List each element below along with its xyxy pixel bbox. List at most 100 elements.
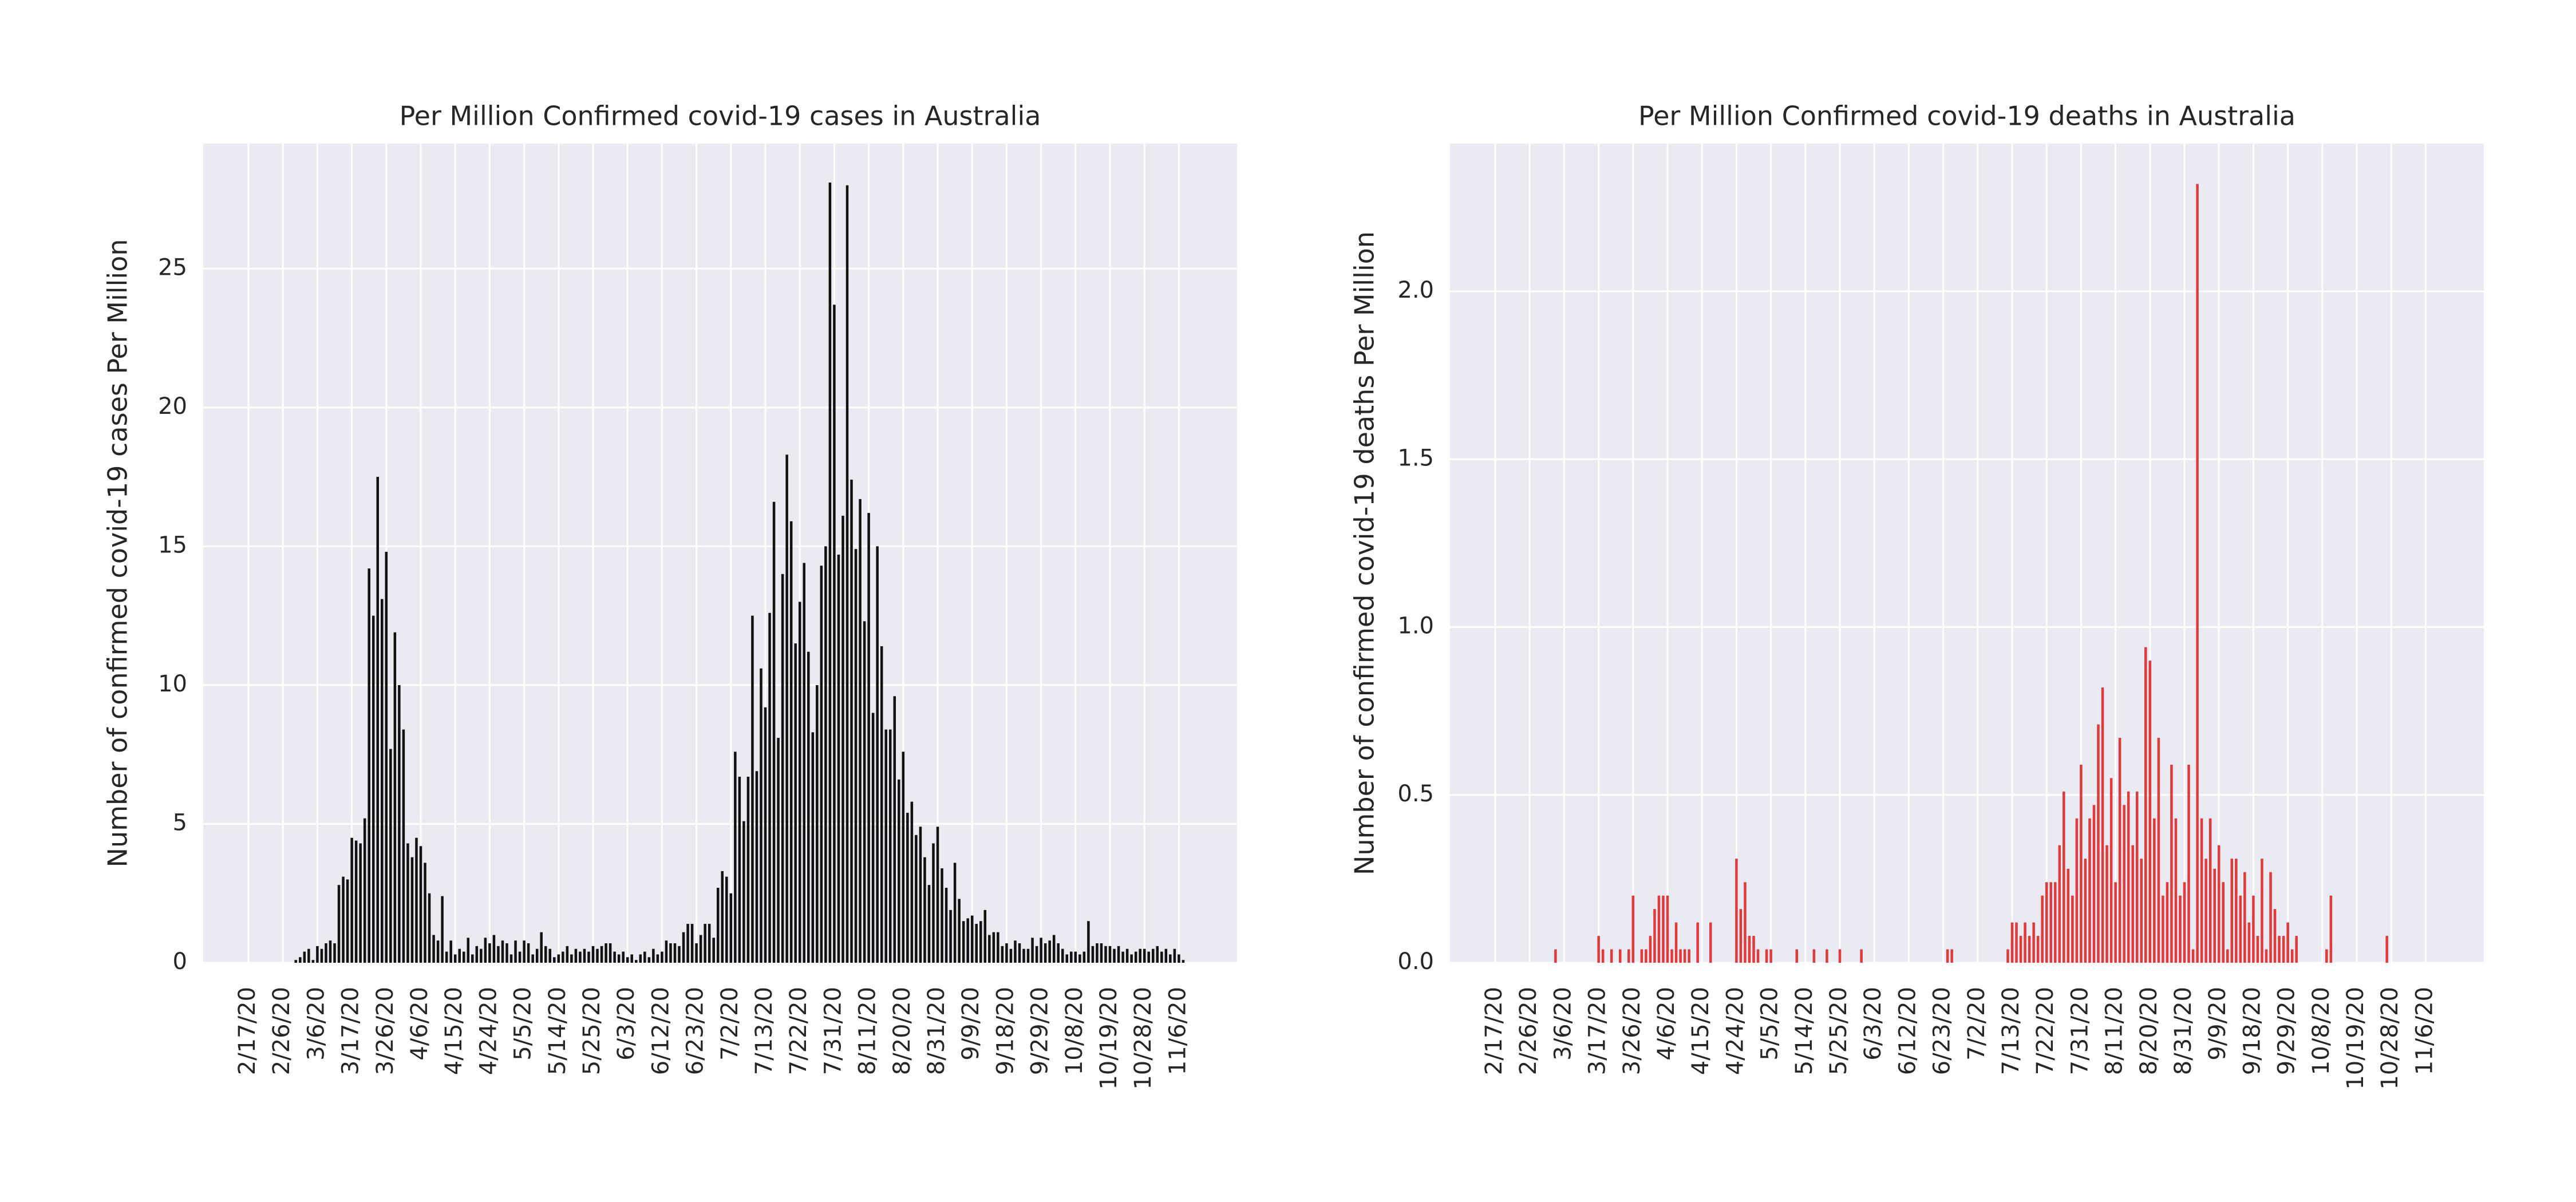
bar — [1679, 949, 1682, 963]
bar — [2200, 818, 2203, 963]
bar — [2204, 859, 2207, 963]
bar — [2252, 895, 2255, 963]
bar — [2105, 845, 2108, 963]
bar — [566, 946, 569, 963]
bar — [755, 771, 758, 963]
y-axis-label: Number of confirmed covid-19 deaths Per … — [1349, 231, 1380, 875]
bar — [535, 948, 539, 963]
bar — [303, 951, 306, 963]
bar — [794, 643, 797, 963]
bar — [1078, 954, 1081, 963]
bar — [1070, 951, 1073, 963]
bar — [979, 921, 982, 963]
bar — [441, 896, 444, 963]
y-axis-label: Number of confirmed covid-19 cases Per M… — [102, 239, 133, 868]
bar — [419, 846, 422, 963]
bar — [1014, 940, 1017, 963]
bar — [1018, 943, 1021, 963]
bar — [630, 954, 633, 963]
bar — [449, 940, 452, 963]
bar — [1597, 936, 1600, 963]
bar — [1082, 951, 1086, 963]
x-tick-label: 10/28/20 — [1130, 987, 1156, 1090]
bar — [1108, 946, 1112, 963]
bar — [548, 948, 552, 963]
bar — [721, 871, 724, 963]
bar — [2329, 895, 2333, 963]
bar — [837, 554, 840, 963]
bar — [635, 960, 638, 963]
bar — [673, 943, 677, 963]
bar — [1838, 949, 1842, 963]
bar — [509, 954, 513, 963]
bar — [453, 954, 457, 963]
bar — [410, 857, 414, 963]
bar — [1117, 946, 1120, 963]
x-tick-label: 10/19/20 — [2342, 987, 2369, 1090]
bar — [936, 827, 939, 963]
x-tick-label: 7/22/20 — [785, 987, 812, 1075]
bar — [2045, 882, 2048, 963]
bar — [880, 646, 883, 963]
bar — [609, 943, 612, 963]
bar — [2273, 909, 2277, 963]
bar — [2075, 818, 2079, 963]
bar — [1653, 909, 1656, 963]
x-tick-label: 8/31/20 — [2170, 987, 2196, 1075]
bar — [863, 621, 866, 963]
bar — [596, 948, 599, 963]
bar — [2063, 791, 2065, 963]
bar — [647, 957, 651, 963]
x-tick-label: 3/17/20 — [1585, 987, 1611, 1075]
bar — [2114, 882, 2117, 963]
bar — [803, 563, 805, 963]
bar — [1156, 946, 1159, 963]
bar — [2222, 882, 2225, 963]
bar — [2247, 922, 2251, 963]
bar — [2024, 922, 2026, 963]
bar — [587, 951, 590, 963]
bar — [307, 948, 310, 963]
bar — [2295, 936, 2298, 963]
bar — [682, 932, 685, 963]
bar — [463, 951, 465, 963]
bar — [2019, 936, 2022, 963]
bar — [1826, 949, 1828, 963]
bar — [669, 943, 672, 963]
bar — [2162, 895, 2164, 963]
x-tick-label: 7/2/20 — [1963, 987, 1990, 1061]
bar — [359, 843, 362, 963]
bar — [299, 957, 302, 963]
bar — [686, 924, 689, 963]
bar — [2032, 922, 2035, 963]
bar — [1044, 943, 1047, 963]
bar — [562, 951, 564, 963]
bar — [2278, 936, 2281, 963]
y-tick-label: 2.0 — [1397, 277, 1434, 303]
bar — [622, 951, 625, 963]
bar — [2166, 882, 2169, 963]
x-tick-label: 9/29/20 — [2274, 987, 2300, 1075]
bar — [1087, 921, 1090, 963]
bar — [2101, 687, 2104, 963]
bar — [527, 943, 530, 963]
bar — [1662, 895, 1665, 963]
x-tick-label: 5/14/20 — [1791, 987, 1818, 1075]
bar — [2015, 922, 2018, 963]
y-tick-label: 25 — [158, 254, 187, 280]
bar — [824, 546, 827, 963]
bar — [850, 479, 853, 963]
x-tick-label: 3/26/20 — [372, 987, 398, 1075]
bar — [910, 801, 914, 963]
bar — [695, 943, 698, 963]
x-tick-label: 5/14/20 — [544, 987, 571, 1075]
bar — [2174, 818, 2178, 963]
bar — [2118, 738, 2121, 963]
bar — [311, 960, 315, 963]
bar — [475, 946, 479, 963]
bar — [2097, 724, 2100, 963]
bar — [342, 876, 345, 963]
bar — [1610, 949, 1613, 963]
